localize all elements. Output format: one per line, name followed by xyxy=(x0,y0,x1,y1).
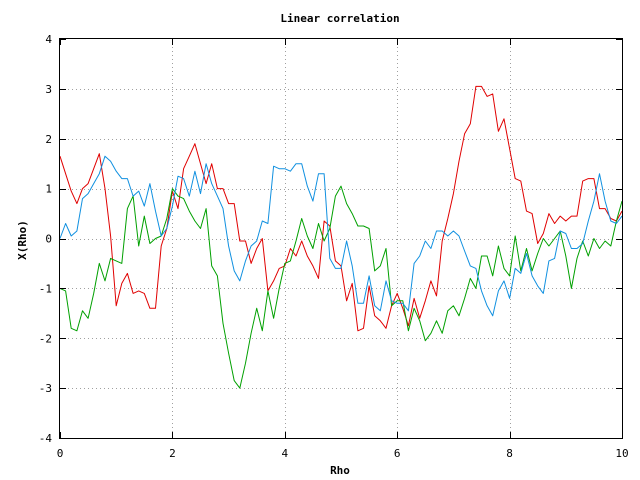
x-tick-label: 2 xyxy=(169,447,176,460)
gridlines xyxy=(60,39,622,438)
series-line-1 xyxy=(59,85,623,332)
x-axis-label: Rho xyxy=(330,464,350,477)
series-line-2 xyxy=(59,185,623,389)
y-tick-label: 2 xyxy=(45,133,52,146)
plot-frame xyxy=(59,38,623,439)
x-tick-label: 10 xyxy=(615,447,628,460)
y-tick-label: -1 xyxy=(39,282,52,295)
x-tick-label: 4 xyxy=(281,447,288,460)
axis-ticks: 0 2 4 6 8 10 -4 -3 -2 -1 0 1 2 3 4 xyxy=(39,33,629,460)
series-line-3 xyxy=(59,155,623,317)
x-tick-label: 8 xyxy=(506,447,513,460)
x-tick-label: 0 xyxy=(57,447,64,460)
y-tick-label: 4 xyxy=(45,33,52,46)
chart-title: Linear correlation xyxy=(280,12,399,25)
y-tick-label: -2 xyxy=(39,332,52,345)
y-tick-label: 0 xyxy=(45,233,52,246)
y-tick-label: 1 xyxy=(45,183,52,196)
x-tick-label: 6 xyxy=(394,447,401,460)
series-lines xyxy=(59,85,623,389)
y-tick-label: 3 xyxy=(45,83,52,96)
y-tick-label: -4 xyxy=(39,432,53,445)
y-tick-label: -3 xyxy=(39,382,52,395)
y-axis-label: X(Rho) xyxy=(16,220,29,260)
